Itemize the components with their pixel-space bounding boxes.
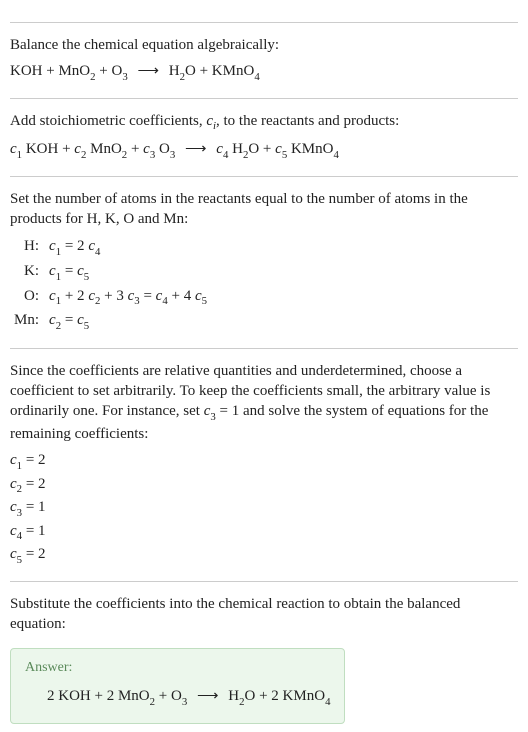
section-coeffs: Add stoichiometric coefficients, ci, to … <box>10 98 518 162</box>
coef-item: c4 = 1 <box>10 521 518 544</box>
solve-intro: Since the coefficients are relative quan… <box>10 361 518 444</box>
section-answer: Substitute the coefficients into the che… <box>10 581 518 724</box>
section-solve: Since the coefficients are relative quan… <box>10 348 518 567</box>
answer-equation: 2 KOH + 2 MnO2 + O3 ⟶ H2O + 2 KMnO4 <box>25 686 330 709</box>
element-label: H: <box>10 235 45 260</box>
table-row: H:c1 = 2 c4 <box>10 235 211 260</box>
coef-item: c2 = 2 <box>10 474 518 497</box>
answer-intro: Substitute the coefficients into the che… <box>10 594 518 635</box>
section-atoms: Set the number of atoms in the reactants… <box>10 176 518 334</box>
element-label: Mn: <box>10 309 45 334</box>
answer-box: Answer: 2 KOH + 2 MnO2 + O3 ⟶ H2O + 2 KM… <box>10 648 345 723</box>
table-row: K:c1 = c5 <box>10 260 211 285</box>
atoms-intro: Set the number of atoms in the reactants… <box>10 189 518 230</box>
atoms-tbody: H:c1 = 2 c4K:c1 = c5O:c1 + 2 c2 + 3 c3 =… <box>10 235 211 333</box>
coeffs-reaction: c1 KOH + c2 MnO2 + c3 O3 ⟶ c4 H2O + c5 K… <box>10 139 518 162</box>
coef-item: c5 = 2 <box>10 544 518 567</box>
table-row: Mn:c2 = c5 <box>10 309 211 334</box>
element-label: K: <box>10 260 45 285</box>
balance-intro: Balance the chemical equation algebraica… <box>10 35 518 55</box>
element-equation: c2 = c5 <box>45 309 211 334</box>
element-equation: c1 = c5 <box>45 260 211 285</box>
atoms-table: H:c1 = 2 c4K:c1 = c5O:c1 + 2 c2 + 3 c3 =… <box>10 235 211 333</box>
coef-item: c1 = 2 <box>10 450 518 473</box>
element-equation: c1 = 2 c4 <box>45 235 211 260</box>
coeffs-intro: Add stoichiometric coefficients, ci, to … <box>10 111 518 134</box>
answer-label: Answer: <box>25 659 330 678</box>
element-equation: c1 + 2 c2 + 3 c3 = c4 + 4 c5 <box>45 285 211 310</box>
section-balance: Balance the chemical equation algebraica… <box>10 22 518 84</box>
coef-item: c3 = 1 <box>10 497 518 520</box>
coef-list: c1 = 2c2 = 2c3 = 1c4 = 1c5 = 2 <box>10 450 518 567</box>
element-label: O: <box>10 285 45 310</box>
balance-reaction: KOH + MnO2 + O3 ⟶ H2O + KMnO4 <box>10 61 518 84</box>
table-row: O:c1 + 2 c2 + 3 c3 = c4 + 4 c5 <box>10 285 211 310</box>
